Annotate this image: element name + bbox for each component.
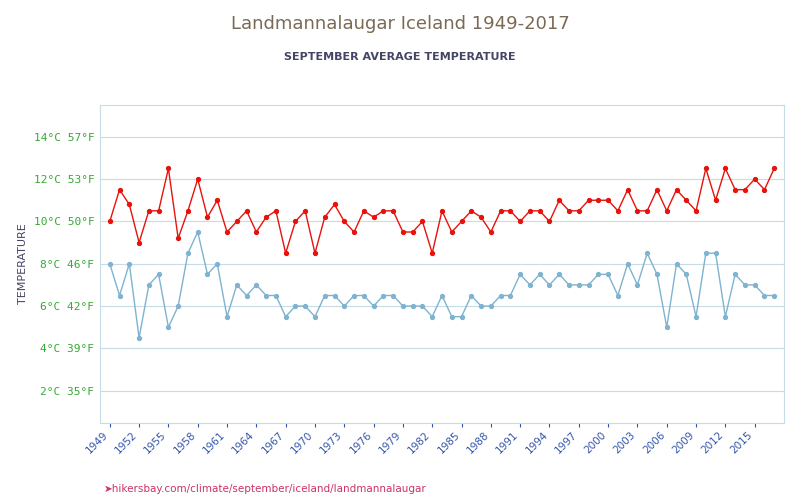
Text: Landmannalaugar Iceland 1949-2017: Landmannalaugar Iceland 1949-2017 <box>230 15 570 33</box>
Y-axis label: TEMPERATURE: TEMPERATURE <box>18 224 28 304</box>
Text: ➤hikersbay.com/climate/september/iceland/landmannalaugar: ➤hikersbay.com/climate/september/iceland… <box>104 484 426 494</box>
Text: SEPTEMBER AVERAGE TEMPERATURE: SEPTEMBER AVERAGE TEMPERATURE <box>284 52 516 62</box>
